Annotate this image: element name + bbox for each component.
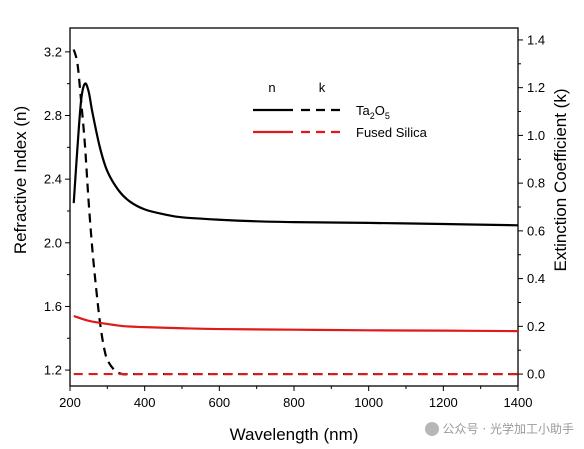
ta2o5-n-series-line bbox=[72, 82, 519, 227]
left-y-tick-label: 2.0 bbox=[44, 235, 62, 250]
legend-header-n: n bbox=[268, 80, 275, 95]
x-tick-label: 1000 bbox=[354, 395, 383, 410]
left-y-axis-ticks: 1.2 1.6 2.0 2.4 2.8 3.2 bbox=[44, 44, 70, 378]
x-tick-label: 400 bbox=[134, 395, 156, 410]
right-y-axis-ticks: 0.0 0.2 0.4 0.6 0.8 1.0 1.2 1.4 bbox=[518, 32, 545, 382]
legend-silica-label: Fused Silica bbox=[356, 125, 428, 140]
legend-ta2o5-sub1: 2 bbox=[370, 111, 375, 121]
legend-ta2o5-mid: O bbox=[375, 103, 385, 118]
x-tick-label: 600 bbox=[208, 395, 230, 410]
fused-silica-n-series-line bbox=[73, 314, 519, 333]
right-y-tick-label: 1.4 bbox=[527, 32, 545, 47]
right-y-tick-label: 0.0 bbox=[527, 367, 545, 382]
left-y-tick-label: 2.8 bbox=[44, 108, 62, 123]
wechat-icon bbox=[424, 421, 439, 436]
x-axis-title: Wavelength (nm) bbox=[230, 425, 359, 444]
x-tick-label: 1200 bbox=[429, 395, 458, 410]
right-y-tick-label: 1.0 bbox=[527, 128, 545, 143]
left-y-tick-label: 2.4 bbox=[44, 172, 62, 187]
right-y-tick-label: 0.2 bbox=[527, 319, 545, 334]
left-y-tick-label: 1.6 bbox=[44, 299, 62, 314]
x-tick-label: 200 bbox=[59, 395, 81, 410]
right-y-tick-label: 1.2 bbox=[527, 80, 545, 95]
watermark-text: 公众号 · 光学加工小助手 bbox=[442, 422, 574, 436]
left-y-axis-title: Refractive Index (n) bbox=[11, 106, 30, 254]
left-y-tick-label: 3.2 bbox=[44, 44, 62, 59]
legend-header-k: k bbox=[319, 80, 326, 95]
x-axis-ticks: 200 400 600 800 1000 1200 1400 bbox=[59, 386, 532, 410]
right-y-tick-label: 0.8 bbox=[527, 176, 545, 191]
x-tick-label: 1400 bbox=[504, 395, 533, 410]
series-group bbox=[72, 49, 519, 376]
right-y-tick-label: 0.4 bbox=[527, 271, 545, 286]
legend-ta2o5-sub2: 5 bbox=[385, 111, 390, 121]
legend-ta2o5-main: Ta bbox=[356, 103, 371, 118]
right-y-tick-label: 0.6 bbox=[527, 223, 545, 238]
legend-ta2o5-label: Ta2O5 bbox=[356, 103, 390, 121]
left-y-tick-label: 1.2 bbox=[44, 363, 62, 378]
watermark: 公众号 · 光学加工小助手 bbox=[424, 420, 574, 437]
legend: n k Ta2O5 Fused Silica bbox=[253, 80, 428, 140]
right-y-axis-title: Extinction Coefficient (k) bbox=[551, 89, 570, 272]
ta2o5-k-series-line bbox=[72, 49, 518, 376]
x-tick-label: 800 bbox=[283, 395, 305, 410]
